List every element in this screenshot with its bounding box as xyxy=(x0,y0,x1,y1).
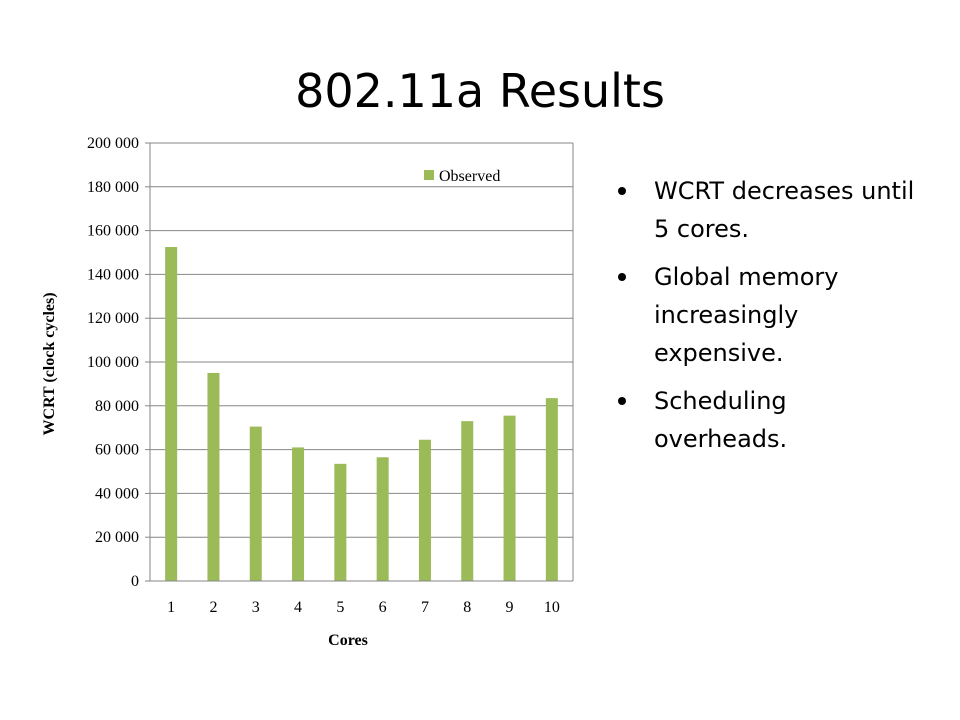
bullet-item: Scheduling overheads. xyxy=(618,382,918,458)
bar-6 xyxy=(376,457,389,581)
bar-5 xyxy=(334,463,347,581)
y-tick-label: 120 000 xyxy=(87,310,139,327)
bullet-text: Scheduling overheads. xyxy=(654,387,788,453)
bullet-dot-icon xyxy=(618,273,626,281)
legend-swatch-observed xyxy=(424,170,434,180)
bar-1 xyxy=(165,247,178,581)
bullet-text: Global memory increasingly expensive. xyxy=(654,263,839,367)
bar-8 xyxy=(461,421,474,581)
bars xyxy=(165,247,558,581)
bullet-dot-icon xyxy=(618,187,626,195)
bar-9 xyxy=(503,415,516,581)
y-tick-label: 20 000 xyxy=(95,529,139,546)
x-tick-label: 5 xyxy=(336,599,344,616)
legend: Observed xyxy=(424,168,500,185)
bar-3 xyxy=(249,426,262,581)
x-tick-label: 7 xyxy=(421,599,429,616)
bullet-list: WCRT decreases until 5 cores. Global mem… xyxy=(618,172,918,468)
slide-title: 802.11a Results xyxy=(295,64,665,118)
y-tick-label: 80 000 xyxy=(95,398,139,415)
x-tick-label: 8 xyxy=(463,599,471,616)
y-tick-label: 40 000 xyxy=(95,485,139,502)
axes xyxy=(145,142,574,582)
y-tick-label: 200 000 xyxy=(87,135,139,152)
bullet-dot-icon xyxy=(618,397,626,405)
y-tick-label: 140 000 xyxy=(87,266,139,283)
x-axis-title: Cores xyxy=(328,632,368,649)
x-tick-label: 6 xyxy=(379,599,387,616)
y-tick-label: 180 000 xyxy=(87,179,139,196)
x-tick-label: 4 xyxy=(294,599,302,616)
x-tick-label: 2 xyxy=(209,599,217,616)
bullet-item: Global memory increasingly expensive. xyxy=(618,258,918,372)
tick-labels: 0 20 000 40 000 60 000 80 000 100 000 120 000 1… xyxy=(87,135,560,616)
legend-label-observed: Observed xyxy=(439,168,500,185)
x-tick-label: 10 xyxy=(544,599,560,616)
bar-4 xyxy=(292,447,305,581)
bullet-item: WCRT decreases until 5 cores. xyxy=(618,172,918,248)
y-tick-label: 160 000 xyxy=(87,223,139,240)
y-axis-title: WCRT (clock cycles) xyxy=(41,292,58,435)
bar-10 xyxy=(545,398,558,581)
bullet-text: WCRT decreases until 5 cores. xyxy=(654,177,915,243)
bar-2 xyxy=(207,372,220,581)
y-tick-label: 60 000 xyxy=(95,442,139,459)
y-tick-label: 100 000 xyxy=(87,354,139,371)
bar-7 xyxy=(418,439,431,581)
x-tick-label: 9 xyxy=(506,599,514,616)
x-tick-label: 3 xyxy=(252,599,260,616)
grid-lines xyxy=(150,142,573,582)
x-tick-label: 1 xyxy=(167,599,175,616)
y-tick-label: 0 xyxy=(131,573,139,590)
